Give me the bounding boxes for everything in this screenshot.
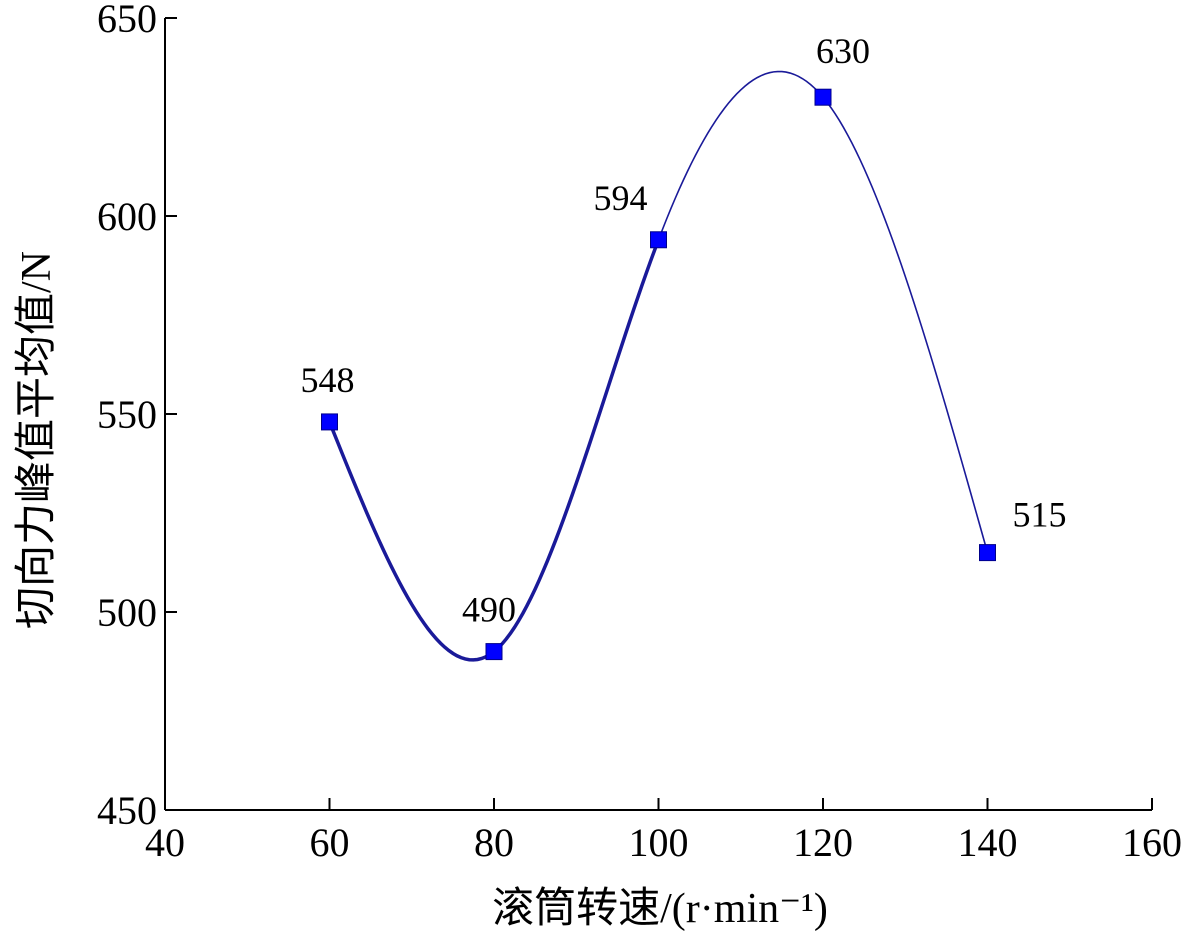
x-tick-label: 100 bbox=[629, 820, 689, 865]
series-line-segment bbox=[492, 239, 661, 653]
x-tick-label: 160 bbox=[1122, 820, 1182, 865]
y-tick-label: 550 bbox=[97, 392, 157, 437]
x-ticks: 40 60 80 100 120 140 160 bbox=[145, 798, 1182, 865]
y-axis-title: 切向力峰值平均值/N bbox=[14, 251, 60, 629]
x-axis-title: 滚筒转速/(r·min⁻¹) bbox=[492, 886, 828, 932]
series-line-segment bbox=[657, 70, 824, 241]
axes bbox=[164, 18, 1152, 811]
x-tick-label: 60 bbox=[310, 820, 350, 865]
data-labels: 548 490 594 630 515 bbox=[301, 31, 1067, 629]
data-point-marker bbox=[485, 643, 503, 661]
data-point-marker bbox=[814, 88, 832, 106]
y-tick-label: 500 bbox=[97, 590, 157, 635]
data-label: 594 bbox=[594, 178, 648, 218]
x-tick-label: 40 bbox=[145, 820, 185, 865]
data-point-marker bbox=[650, 231, 667, 249]
series-line-segment bbox=[327, 421, 496, 662]
data-point-marker bbox=[979, 544, 996, 562]
y-tick-label: 450 bbox=[97, 788, 157, 833]
data-label: 515 bbox=[1013, 495, 1067, 535]
data-label: 630 bbox=[816, 31, 870, 71]
data-points bbox=[321, 88, 996, 661]
x-tick-label: 120 bbox=[793, 820, 853, 865]
data-point-marker bbox=[321, 413, 338, 431]
series-line-group bbox=[327, 70, 989, 662]
y-tick-label: 600 bbox=[97, 194, 157, 239]
x-tick-label: 80 bbox=[474, 820, 514, 865]
data-label: 548 bbox=[301, 360, 355, 400]
series-line-segment bbox=[822, 96, 989, 553]
data-label: 490 bbox=[462, 590, 516, 630]
x-tick-label: 140 bbox=[958, 820, 1018, 865]
y-ticks: 450 500 550 600 650 bbox=[97, 0, 177, 833]
y-tick-label: 650 bbox=[97, 0, 157, 41]
